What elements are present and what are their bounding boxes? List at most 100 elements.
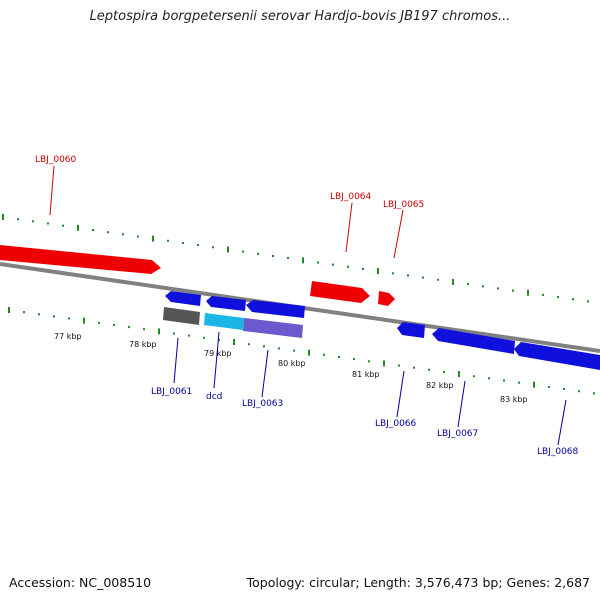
inner-minor-tick	[323, 353, 325, 356]
outer-minor-tick	[512, 289, 514, 292]
outer-minor-tick	[572, 298, 574, 301]
inner-minor-tick	[503, 379, 505, 382]
inner-minor-tick	[113, 323, 115, 326]
outer-minor-tick	[137, 235, 139, 238]
outer-minor-tick	[272, 255, 274, 257]
outer-minor-tick	[497, 287, 499, 290]
feature-cyan[interactable]	[204, 313, 244, 330]
gene-lbj-0060[interactable]	[0, 245, 161, 274]
outer-major-tick	[77, 224, 79, 231]
gene-label-lbj-0060[interactable]: LBJ_0060	[35, 155, 77, 165]
gene-lbj-0063[interactable]	[246, 300, 305, 318]
outer-minor-tick	[557, 296, 559, 299]
scale-label-77kbp: 77 kbp	[54, 332, 82, 341]
gene-lbj-0066[interactable]	[397, 322, 425, 338]
gene-label-lbj-0066[interactable]: LBJ_0066	[375, 419, 417, 429]
feature-purple[interactable]	[243, 318, 303, 338]
outer-major-tick	[152, 235, 154, 242]
gene-lbj-0065[interactable]	[378, 291, 395, 306]
scale-label-78kbp: 78 kbp	[129, 340, 157, 349]
inner-minor-tick	[68, 317, 70, 320]
outer-minor-tick	[257, 252, 259, 255]
label-connectors	[49, 165, 567, 446]
inner-minor-tick	[203, 336, 205, 339]
outer-minor-tick	[92, 229, 94, 231]
inner-minor-tick	[248, 343, 250, 346]
inner-minor-tick	[578, 390, 580, 393]
inner-minor-tick	[173, 332, 175, 335]
gene-label-lbj-0067[interactable]: LBJ_0067	[437, 429, 478, 439]
outer-minor-tick	[587, 300, 589, 303]
gene-label-lbj-0064[interactable]: LBJ_0064	[330, 192, 372, 202]
outer-minor-tick	[362, 267, 364, 270]
gene-label-lbj-0063[interactable]: LBJ_0063	[242, 399, 283, 409]
scale-label-79kbp: 79 kbp	[204, 349, 232, 358]
inner-minor-tick	[593, 392, 595, 395]
outer-major-tick	[452, 278, 454, 285]
inner-minor-tick	[293, 349, 295, 352]
outer-major-tick	[527, 289, 529, 296]
outer-minor-tick	[182, 242, 184, 244]
inner-minor-tick	[518, 381, 520, 384]
inner-minor-tick	[263, 345, 265, 348]
inner-major-tick	[533, 381, 535, 388]
inner-minor-tick	[38, 313, 40, 316]
outer-minor-tick	[332, 263, 334, 266]
gene-lbj-0068[interactable]	[514, 342, 600, 370]
inner-minor-tick	[218, 338, 220, 341]
accession-text: Accession: NC_008510	[9, 575, 152, 590]
outer-minor-tick	[242, 250, 244, 253]
scale-label-82kbp: 82 kbp	[426, 381, 454, 390]
outer-minor-tick	[392, 272, 394, 275]
outer-tick-row	[2, 214, 589, 303]
inner-major-tick	[83, 317, 85, 324]
inner-tick-row	[8, 307, 595, 395]
genome-summary-text: Topology: circular; Length: 3,576,473 bp…	[246, 575, 590, 590]
map-title: Leptospira borgpetersenii serovar Hardjo…	[89, 9, 511, 24]
inner-minor-tick	[368, 360, 370, 363]
outer-minor-tick	[317, 261, 319, 264]
gene-lbj-0061[interactable]	[165, 291, 201, 306]
outer-major-tick	[2, 214, 4, 220]
scale-label-80kbp: 80 kbp	[278, 359, 306, 368]
inner-minor-tick	[548, 385, 550, 388]
outer-minor-tick	[32, 220, 34, 223]
inner-minor-tick	[23, 311, 25, 314]
outer-minor-tick	[437, 278, 439, 281]
inner-minor-tick	[53, 315, 55, 318]
inner-major-tick	[8, 307, 10, 313]
inner-minor-tick	[428, 368, 430, 371]
scale-label-83kbp: 83 kbp	[500, 395, 528, 404]
outer-minor-tick	[212, 246, 214, 249]
gene-label-dcd[interactable]: dcd	[206, 392, 222, 402]
gene-lbj-0067[interactable]	[432, 328, 515, 354]
outer-minor-tick	[482, 285, 484, 288]
gene-label-lbj-0061[interactable]: LBJ_0061	[151, 387, 192, 397]
outer-minor-tick	[17, 218, 19, 221]
outer-minor-tick	[407, 274, 409, 277]
inner-minor-tick	[443, 370, 445, 373]
gene-label-lbj-0065[interactable]: LBJ_0065	[383, 200, 424, 210]
inner-minor-tick	[188, 334, 190, 337]
outer-minor-tick	[287, 257, 289, 260]
inner-minor-tick	[128, 326, 130, 329]
outer-minor-tick	[107, 231, 109, 234]
inner-major-tick	[308, 349, 310, 356]
inner-minor-tick	[338, 356, 340, 358]
outer-minor-tick	[122, 233, 124, 236]
inner-minor-tick	[413, 366, 415, 369]
gene-label-lbj-0068[interactable]: LBJ_0068	[537, 447, 579, 457]
outer-minor-tick	[47, 222, 49, 225]
outer-minor-tick	[347, 265, 349, 268]
outer-minor-tick	[167, 239, 169, 242]
scale-label-81kbp: 81 kbp	[352, 370, 380, 379]
gene-lbj-0064[interactable]	[310, 281, 370, 303]
outer-minor-tick	[542, 293, 544, 296]
outer-minor-tick	[422, 276, 424, 279]
inner-major-tick	[458, 371, 460, 378]
inner-minor-tick	[98, 321, 100, 324]
feature-gray[interactable]	[163, 307, 200, 325]
outer-minor-tick	[467, 283, 469, 286]
gene-dcd[interactable]	[206, 296, 246, 311]
